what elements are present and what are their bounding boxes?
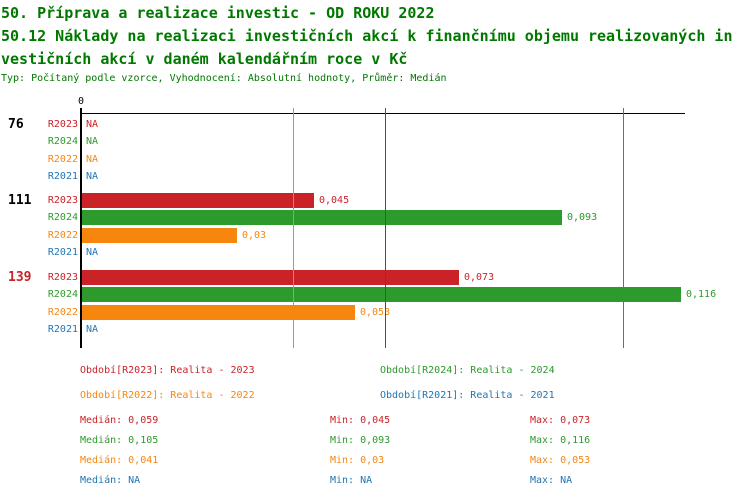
series-row-label: R2024 [47,212,78,223]
series-row-label: R2022 [47,229,78,241]
na-value-label: NA [86,247,99,258]
series-row-label: R2023 [47,118,78,130]
value-bar [82,227,237,243]
stat-min-r2023: Min: 0,045 [330,415,391,426]
legend-item-r2023: Období[R2023]: Realita - 2023 [80,365,255,376]
bar-value-label: 0,116 [686,289,717,300]
series-row-label: R2023 [47,271,78,283]
na-value-label: NA [86,171,99,182]
stat-min-r2024: Min: 0,093 [330,435,391,446]
bar-value-label: 0,053 [360,306,391,318]
legend-item-r2024: Období[R2024]: Realita - 2024 [380,365,555,376]
series-row-label: R2022 [47,153,78,165]
value-bar [82,287,681,302]
series-row-label: R2021 [47,247,78,258]
report-header: 50. Příprava a realizace investic - OD R… [1,2,749,86]
bar-value-label: 0,03 [242,229,267,241]
category-label: 76 [8,116,24,132]
stat-median-r2023: Medián: 0,059 [80,415,159,426]
category-label: 139 [8,269,32,285]
median-line [623,108,624,348]
stat-min-r2021: Min: NA [330,475,373,486]
value-bar [82,192,314,208]
value-bar [82,304,355,320]
legend-item-r2022: Období[R2022]: Realita - 2022 [80,390,255,401]
report-title-line1: 50. Příprava a realizace investic - OD R… [1,4,435,22]
series-row-label: R2021 [47,324,78,335]
report-title-line3: vestičních akcí v daném kalendářním roce… [1,50,408,68]
bar-value-label: 0,073 [464,271,495,283]
value-bar [82,269,459,285]
median-line [293,108,294,348]
value-bar [82,210,562,225]
bar-value-label: 0,093 [567,212,598,223]
axis-zero-tick-label: 0 [77,96,85,107]
series-row-label: R2023 [47,194,78,206]
bar-value-label: 0,045 [319,194,350,206]
stat-max-r2024: Max: 0,116 [530,435,591,446]
na-value-label: NA [86,136,99,147]
series-row-label: R2022 [47,306,78,318]
na-value-label: NA [86,153,99,165]
stat-max-r2021: Max: NA [530,475,573,486]
x-axis-top-line [80,113,685,114]
stat-median-r2021: Medián: NA [80,475,141,486]
na-value-label: NA [86,324,99,335]
stat-max-r2023: Max: 0,073 [530,415,591,426]
report-meta-line: Typ: Počítaný podle vzorce, Vyhodnocení:… [1,73,447,84]
stat-median-r2024: Medián: 0,105 [80,435,159,446]
stat-min-r2022: Min: 0,03 [330,455,385,466]
series-row-label: R2024 [47,136,78,147]
category-label: 111 [8,192,32,208]
series-row-label: R2024 [47,289,78,300]
y-axis-line [80,108,82,348]
legend-item-r2021: Období[R2021]: Realita - 2021 [380,390,555,401]
stat-max-r2022: Max: 0,053 [530,455,591,466]
series-row-label: R2021 [47,171,78,182]
report-title-line2: 50.12 Náklady na realizaci investičních … [1,27,733,45]
na-value-label: NA [86,118,99,130]
stat-median-r2022: Medián: 0,041 [80,455,159,466]
median-line [385,108,386,348]
